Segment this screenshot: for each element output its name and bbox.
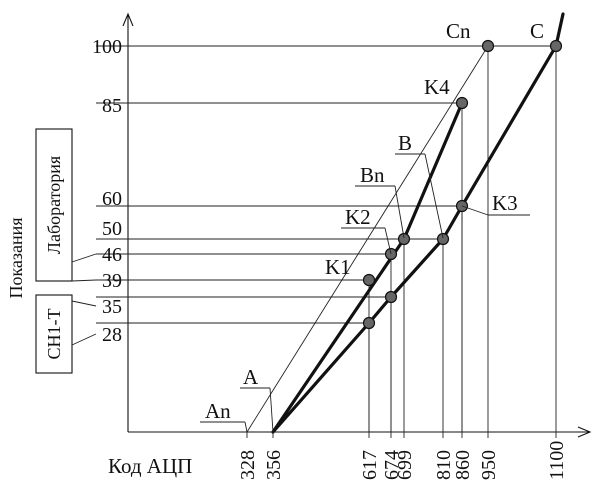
leader-An	[244, 421, 248, 433]
x-tick-328: 328	[237, 450, 259, 480]
x-axis-arrow	[577, 426, 592, 438]
nominal-line	[246, 45, 489, 433]
label-C: C	[530, 19, 544, 43]
y-tick-85: 85	[102, 95, 122, 117]
lab-group-box	[35, 128, 73, 282]
y-tick-35: 35	[102, 296, 122, 318]
connector-39	[71, 279, 97, 282]
y-tick-46: 46	[102, 244, 122, 266]
data-point-617-39	[362, 273, 376, 287]
data-point-699-50	[397, 232, 411, 246]
label-K4: K4	[424, 75, 450, 99]
y-tick-28: 28	[102, 324, 122, 346]
leader-K3	[461, 205, 489, 216]
data-point-1100-100	[549, 39, 563, 53]
data-point-674-35	[384, 290, 398, 304]
x-tick-617: 617	[359, 450, 381, 480]
label-Bn: Bn	[360, 163, 385, 187]
data-point-810-50	[436, 232, 450, 246]
leader-B	[424, 153, 444, 239]
leader-Bn	[394, 185, 405, 239]
lab-group-label: Лаборатория	[44, 156, 64, 254]
y-tick-60: 60	[102, 188, 122, 210]
data-point-950-100	[481, 39, 495, 53]
leader-A	[269, 387, 274, 433]
y-tick-50: 50	[102, 218, 122, 240]
lab-curve	[271, 101, 464, 434]
x-tick-1100: 1100	[546, 441, 568, 480]
sn-group-label: СН1-Т	[44, 309, 64, 360]
x-tick-950: 950	[478, 450, 500, 480]
x-tick-810: 810	[433, 450, 455, 480]
label-A: A	[243, 365, 259, 389]
label-K2: K2	[345, 205, 371, 229]
y-tick-100: 100	[92, 36, 122, 58]
y-axis-arrow	[122, 12, 134, 27]
data-point-617-28	[362, 316, 376, 330]
x-tick-860: 860	[452, 450, 474, 480]
connector-35	[71, 300, 97, 307]
x-tick-356: 356	[263, 450, 285, 480]
y-axis-title: Показания	[6, 217, 26, 298]
data-point-860-85	[455, 96, 469, 110]
label-An: An	[205, 399, 231, 423]
x-tick-699: 699	[394, 450, 416, 480]
sn-group-box	[35, 294, 73, 374]
connector-28	[71, 333, 97, 346]
label-K1: K1	[325, 255, 351, 279]
x-tick-674: 674	[381, 450, 403, 480]
label-B: B	[398, 131, 412, 155]
connector-46	[71, 253, 97, 263]
leader-K2	[384, 227, 392, 255]
y-tick-39: 39	[102, 270, 122, 292]
data-points	[362, 39, 563, 330]
x-axis-title: Код АЦП	[108, 454, 192, 478]
label-K3: K3	[492, 191, 518, 215]
label-Cn: Cn	[446, 19, 471, 43]
